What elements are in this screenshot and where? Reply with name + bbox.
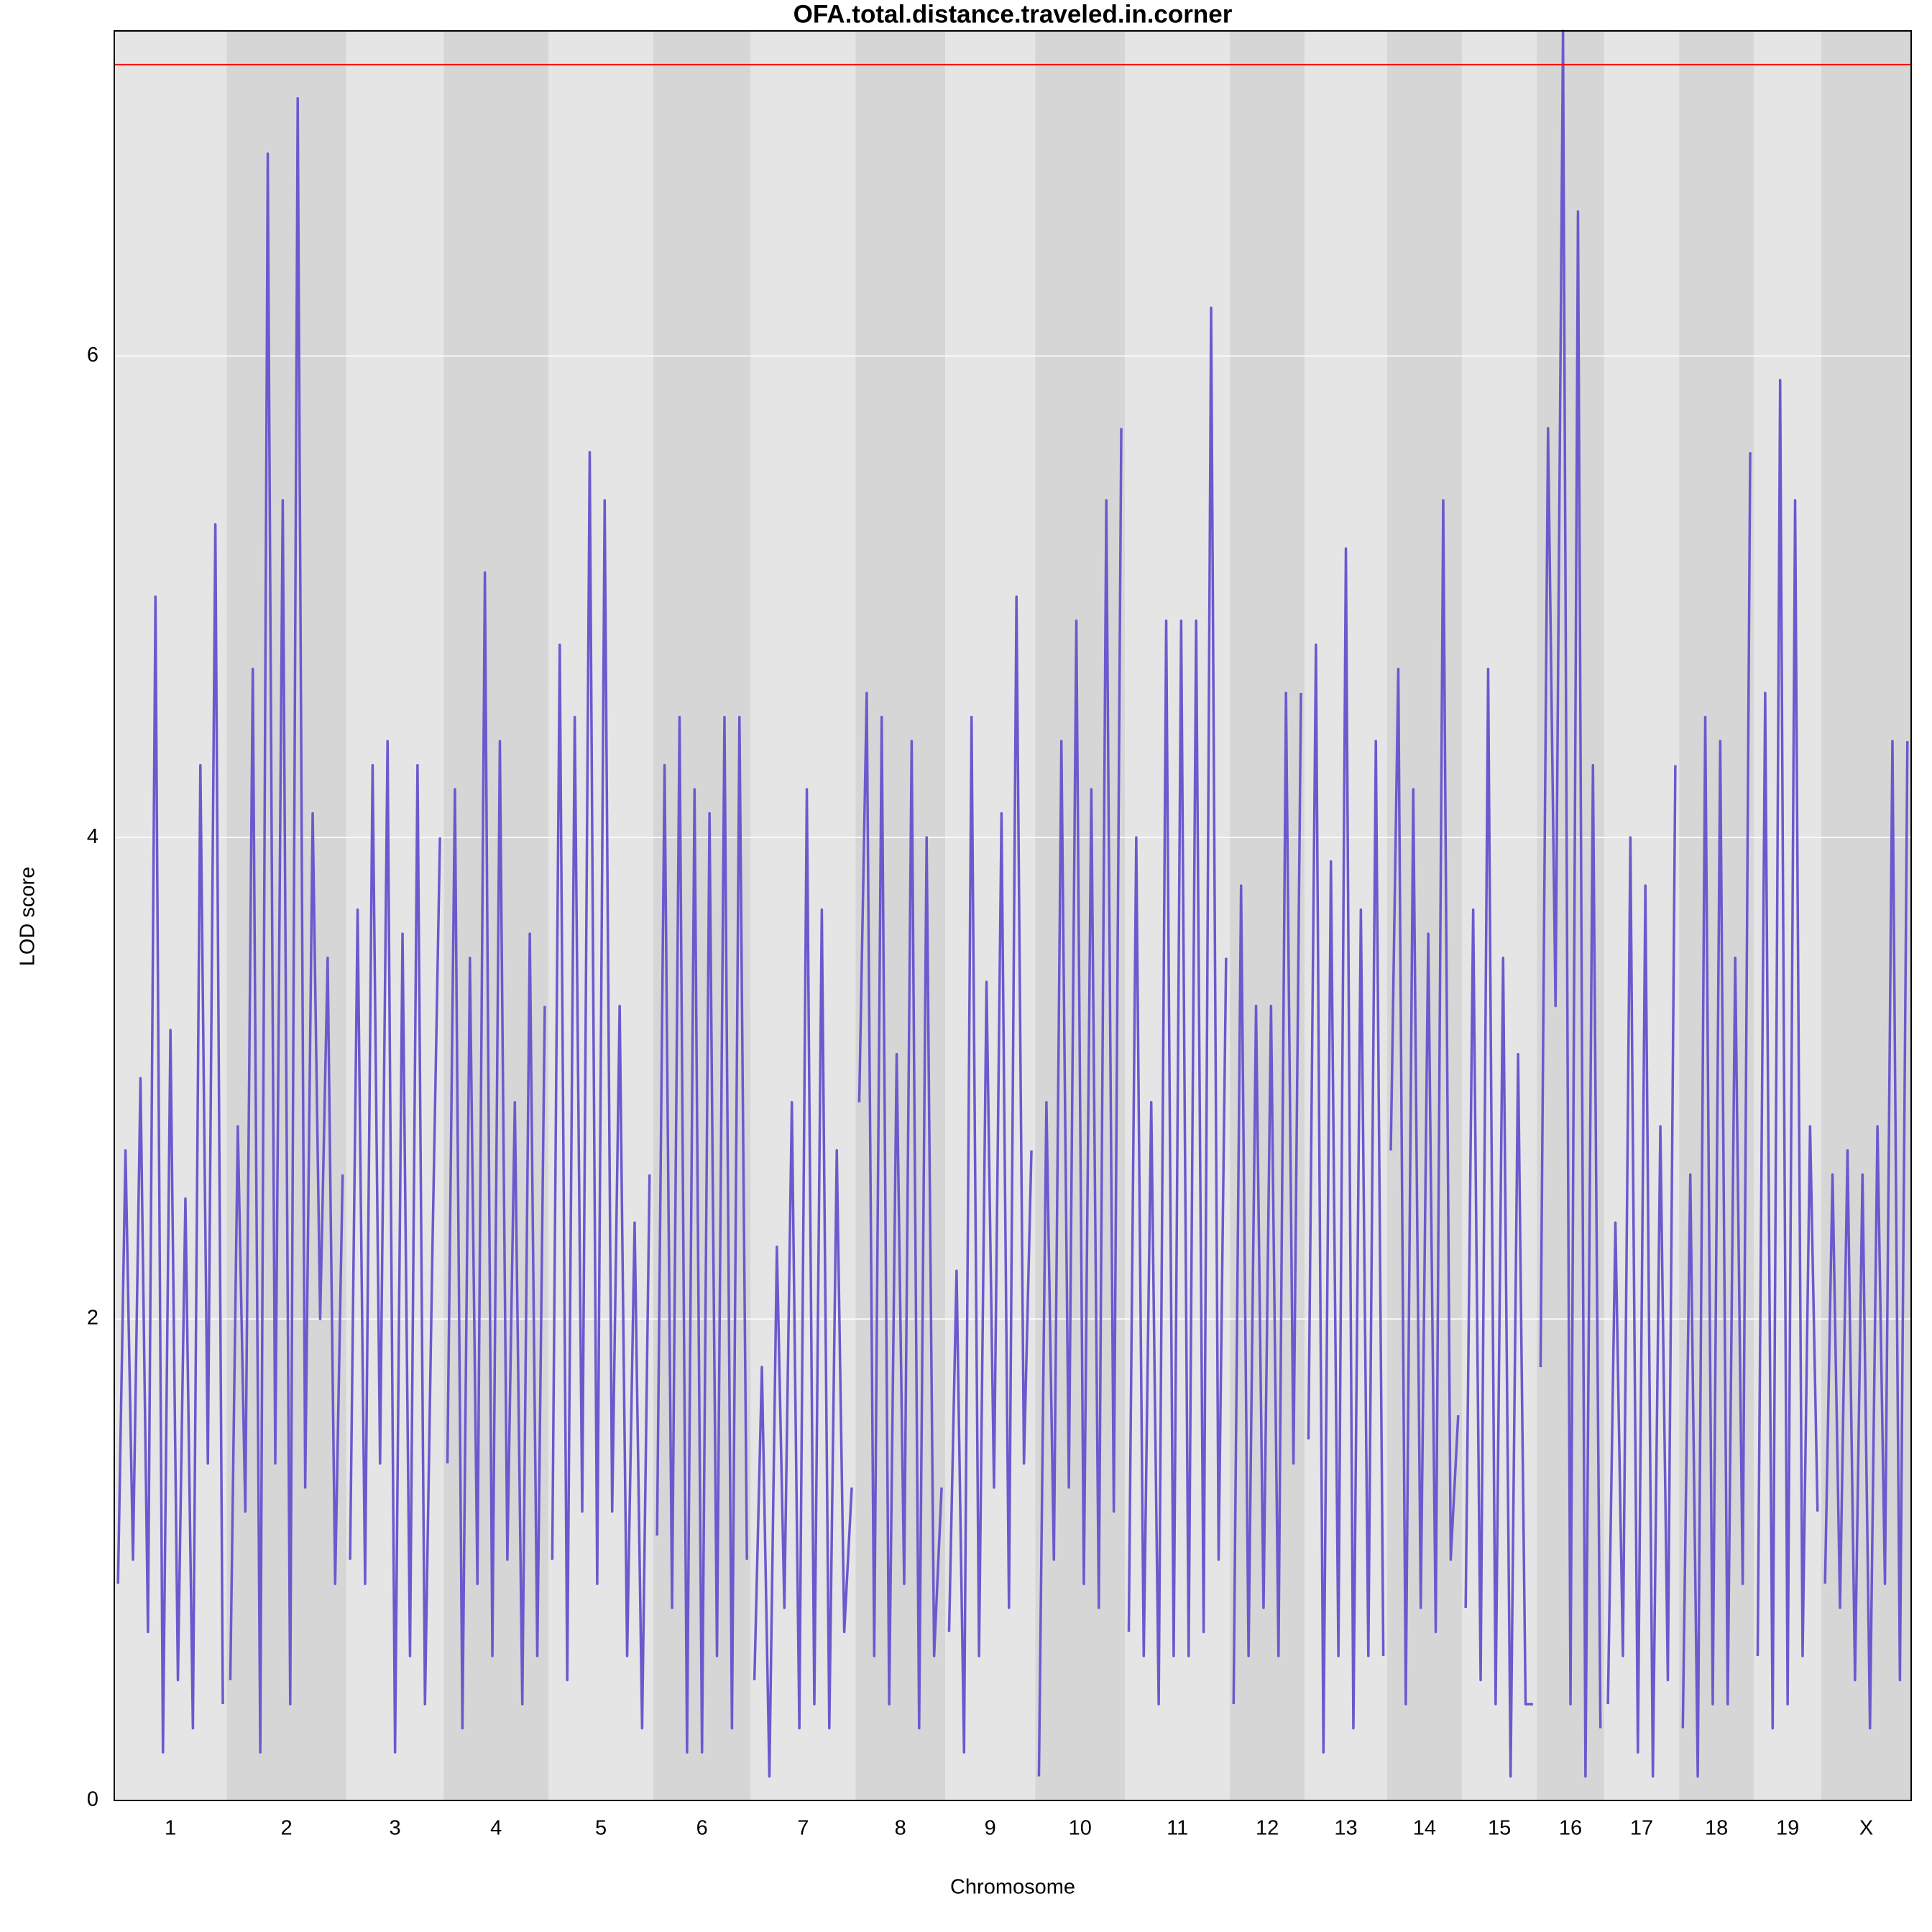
y-tick-label: 2 bbox=[87, 1307, 98, 1330]
lod-curve bbox=[1464, 667, 1533, 1778]
x-tick-label: 11 bbox=[1167, 1817, 1188, 1840]
lod-curve bbox=[753, 788, 853, 1778]
lod-curve bbox=[1389, 499, 1460, 1706]
x-tick-label: 8 bbox=[895, 1817, 906, 1840]
lod-curve bbox=[116, 523, 224, 1754]
x-tick-label: 2 bbox=[281, 1817, 293, 1840]
lod-curve bbox=[656, 715, 748, 1754]
y-tick-label: 4 bbox=[87, 825, 98, 848]
lod-curve bbox=[1232, 691, 1302, 1705]
x-tick-label: 9 bbox=[985, 1817, 996, 1840]
chromosome-band bbox=[114, 31, 227, 1800]
lod-curve bbox=[1539, 29, 1602, 1778]
lod-curve bbox=[1307, 547, 1385, 1754]
chromosome-band bbox=[443, 31, 549, 1800]
chromosome-band bbox=[653, 31, 751, 1800]
chart-title: OFA.total.distance.traveled.in.corner bbox=[794, 0, 1233, 28]
lod-curve bbox=[857, 691, 943, 1730]
lod-curve bbox=[1606, 765, 1677, 1778]
x-tick-label: 18 bbox=[1705, 1817, 1728, 1840]
chromosome-band bbox=[750, 31, 856, 1800]
plot-area bbox=[114, 29, 1911, 1801]
chromosome-band bbox=[945, 31, 1036, 1800]
chromosome-band bbox=[1035, 31, 1126, 1800]
x-tick-label: 19 bbox=[1776, 1817, 1799, 1840]
lod-curve bbox=[1681, 452, 1752, 1778]
x-tick-label: 5 bbox=[595, 1817, 607, 1840]
lod-curve bbox=[1823, 740, 1909, 1730]
x-tick-label: 1 bbox=[165, 1817, 176, 1840]
x-tick-label: 15 bbox=[1488, 1817, 1511, 1840]
x-tick-label: 7 bbox=[797, 1817, 809, 1840]
y-tick-label: 0 bbox=[87, 1788, 98, 1811]
plot-frame bbox=[114, 30, 1912, 1801]
lod-curve bbox=[1037, 428, 1123, 1777]
x-axis-label: Chromosome bbox=[950, 1876, 1075, 1899]
lod-curve bbox=[446, 571, 546, 1730]
y-tick-label: 6 bbox=[87, 344, 98, 367]
lod-curve bbox=[229, 97, 344, 1754]
x-tick-label: 6 bbox=[696, 1817, 708, 1840]
lod-curve bbox=[551, 451, 651, 1730]
x-tick-label: 3 bbox=[390, 1817, 401, 1840]
lod-curve bbox=[947, 595, 1033, 1754]
y-axis-label: LOD score bbox=[17, 867, 40, 967]
x-tick-label: X bbox=[1859, 1817, 1873, 1840]
x-tick-label: 14 bbox=[1413, 1817, 1436, 1840]
x-tick-label: 17 bbox=[1630, 1817, 1653, 1840]
lod-curve bbox=[1756, 378, 1819, 1730]
lod-curve bbox=[349, 740, 441, 1754]
chromosome-band bbox=[346, 31, 444, 1800]
lod-curve bbox=[1127, 306, 1228, 1706]
x-tick-label: 13 bbox=[1334, 1817, 1357, 1840]
x-tick-label: 4 bbox=[490, 1817, 502, 1840]
x-tick-label: 10 bbox=[1069, 1817, 1092, 1840]
x-tick-label: 12 bbox=[1256, 1817, 1279, 1840]
x-tick-label: 16 bbox=[1559, 1817, 1582, 1840]
chromosome-band bbox=[855, 31, 946, 1800]
